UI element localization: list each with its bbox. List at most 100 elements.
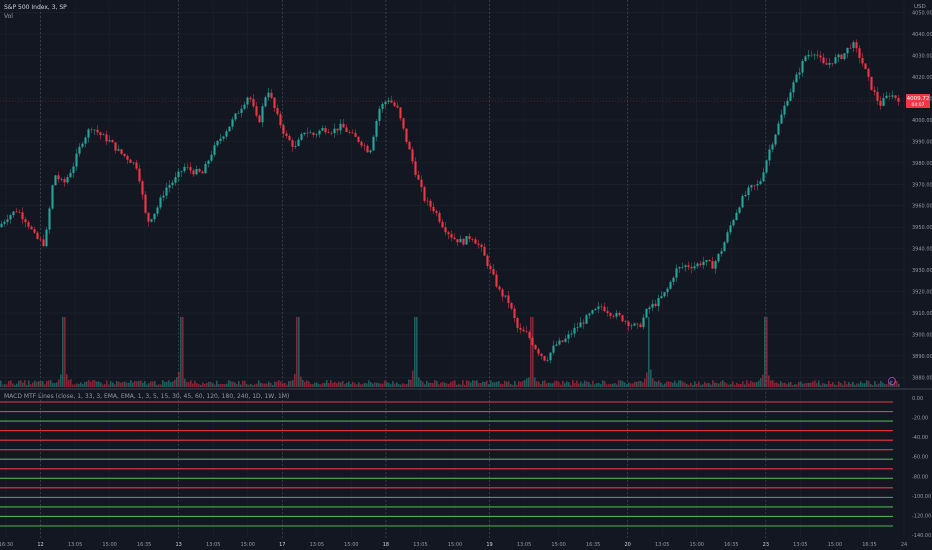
volume-bar	[360, 384, 362, 387]
volume-bar	[704, 381, 706, 387]
time-tick-label: 16:35	[724, 542, 738, 548]
candle-body	[690, 267, 693, 269]
candle-body	[78, 146, 81, 154]
candle-body	[378, 108, 381, 121]
candle-body	[756, 183, 759, 186]
candle-body	[633, 323, 636, 326]
macd-tick-label: -60.00	[912, 455, 928, 461]
symbol-legend[interactable]: S&P 500 Index, 3, SP	[4, 4, 67, 11]
candle-body	[894, 95, 897, 98]
candle-body	[492, 268, 495, 275]
alert-marker[interactable]: ⚡	[888, 377, 896, 385]
volume-bar	[566, 381, 568, 387]
volume-bar	[678, 380, 680, 387]
candle-body	[813, 54, 816, 56]
candle-body	[825, 63, 828, 65]
candle-body	[87, 129, 90, 138]
time-axis[interactable]: 16:30 12 13:05 15:00 16:35 13 13:05 15:00 17 13:0…	[0, 542, 907, 548]
candle-body	[444, 227, 447, 233]
candle-body	[168, 185, 171, 188]
volume-bar	[470, 382, 472, 387]
volume-bar	[68, 380, 70, 387]
volume-bar	[386, 382, 388, 387]
volume-bar	[454, 380, 456, 387]
time-tick-label: 13:05	[655, 542, 669, 548]
volume-bar	[604, 381, 606, 387]
volume-bar	[686, 384, 688, 387]
indicator-legend[interactable]: MACD MTF Lines (close, 1, 33, 3, EMA, EM…	[4, 393, 289, 400]
volume-bar	[636, 381, 638, 387]
volume-bar	[828, 380, 830, 387]
volume-bar	[536, 381, 538, 387]
volume-bar	[464, 384, 466, 387]
volume-bar	[608, 384, 610, 387]
candle-body	[435, 211, 438, 213]
volume-bar	[472, 380, 474, 387]
candle-body	[120, 149, 123, 154]
volume-bar	[880, 380, 882, 387]
volume-bar	[882, 382, 884, 387]
volume-bar	[816, 383, 818, 387]
volume-bar	[728, 384, 730, 387]
time-tick-label: 15:00	[551, 542, 565, 548]
candle-body	[105, 134, 108, 142]
volume-bar	[86, 381, 88, 387]
volume-bar	[654, 381, 656, 387]
volume-bar	[564, 383, 566, 387]
candle-body	[84, 137, 87, 144]
volume-bar	[498, 381, 500, 387]
time-tick-label: 15:00	[828, 542, 842, 548]
volume-bar	[374, 382, 376, 387]
candle-body	[882, 98, 885, 106]
volume-bar	[532, 317, 534, 387]
candle-body	[840, 54, 843, 59]
candle-body	[513, 308, 516, 319]
candle-body	[483, 246, 486, 256]
volume-bar	[874, 381, 876, 387]
candle-body	[408, 141, 411, 150]
candle-body	[897, 97, 900, 102]
candle-body	[627, 321, 630, 327]
candle-body	[411, 149, 414, 162]
volume-bar	[130, 380, 132, 387]
volume-bar	[378, 383, 380, 387]
volume-bar	[264, 383, 266, 387]
candle-body	[852, 42, 855, 48]
candle-body	[654, 303, 657, 307]
candle-body	[564, 338, 567, 342]
volume-bar	[714, 382, 716, 387]
volume-bar	[632, 383, 634, 387]
candle-body	[579, 322, 582, 328]
volume-bar	[170, 382, 172, 387]
volume-bar	[456, 384, 458, 387]
volume-bar	[482, 381, 484, 387]
macd-tick-label: -100.00	[912, 494, 931, 500]
volume-bar	[588, 382, 590, 387]
volume-legend[interactable]: Vol	[4, 13, 13, 20]
volume-bar	[178, 371, 180, 387]
volume-bar	[22, 382, 24, 387]
candle-body	[390, 100, 393, 103]
volume-bar	[538, 381, 540, 387]
candle-body	[276, 108, 279, 115]
candle-body	[258, 115, 261, 123]
candle-body	[159, 197, 162, 208]
volume-bar	[132, 382, 134, 387]
volume-bar	[88, 380, 90, 387]
volume-bar	[736, 382, 738, 387]
last-price-countdown: 04:07	[912, 102, 925, 108]
volume-bar	[612, 383, 614, 387]
candle-body	[6, 219, 9, 222]
volume-bar	[650, 369, 652, 387]
symbol-title: S&P 500 Index, 3, SP	[4, 4, 67, 11]
volume-bar	[38, 381, 40, 387]
volume-bar	[446, 383, 448, 387]
volume-bar	[90, 381, 92, 387]
candle-body	[795, 74, 798, 83]
price-axis[interactable]: 4050.004040.004030.004020.004010.004000.…	[912, 11, 932, 382]
time-tick-label: 13:05	[310, 542, 324, 548]
candle-body	[330, 132, 333, 134]
candle-body	[738, 207, 741, 213]
volume-bar	[496, 381, 498, 387]
